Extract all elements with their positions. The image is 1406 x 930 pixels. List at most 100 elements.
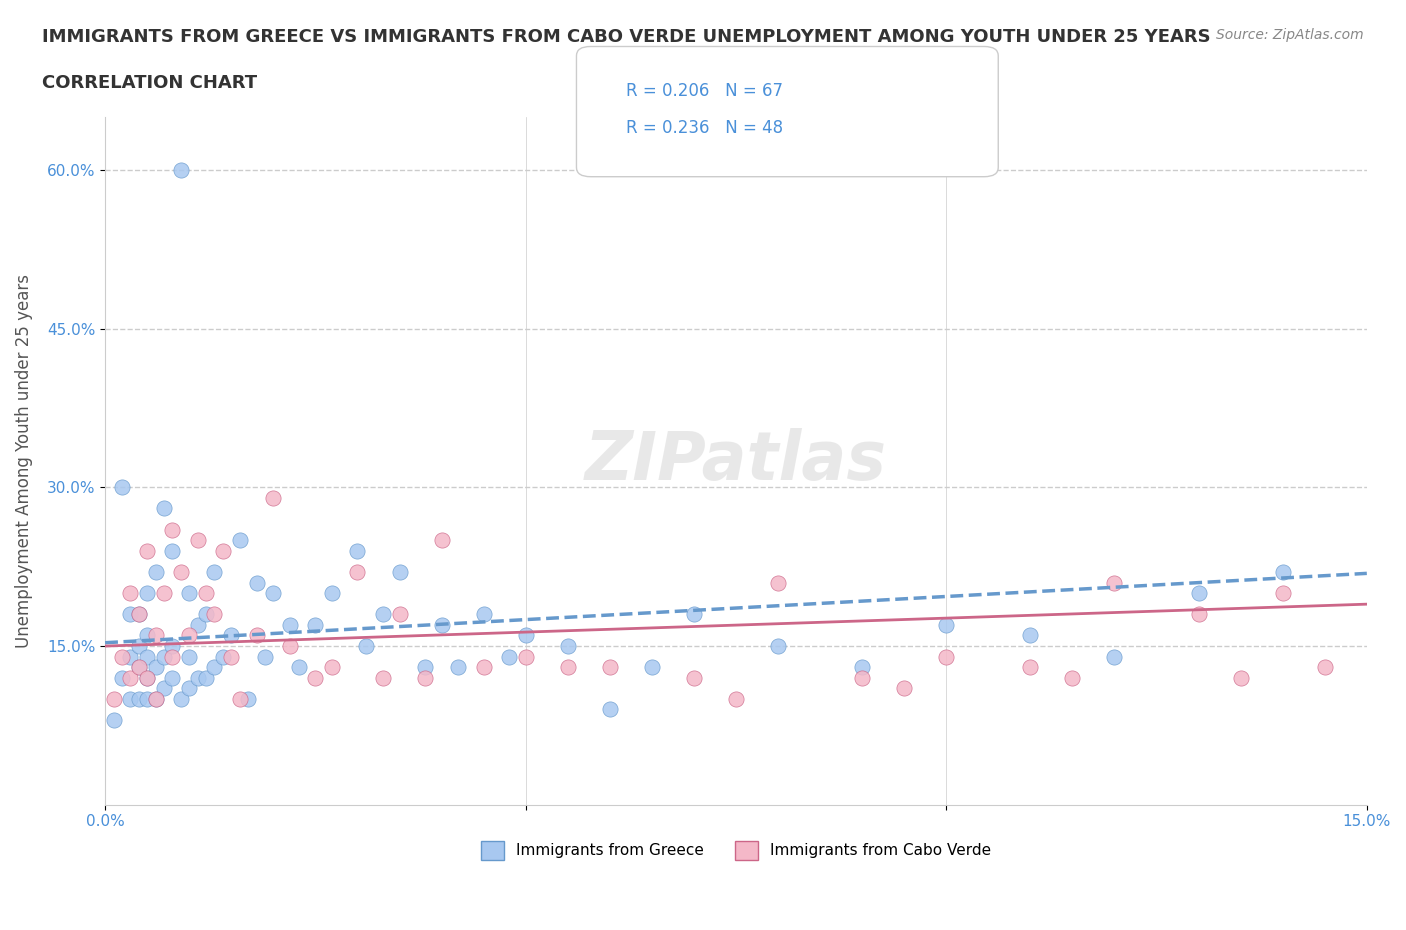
Point — [162, 543, 184, 558]
Point — [145, 565, 167, 579]
Point — [179, 628, 201, 643]
Point — [599, 659, 621, 674]
Point — [321, 659, 343, 674]
Point — [371, 606, 394, 621]
Point — [128, 659, 150, 674]
Point — [304, 671, 326, 685]
Legend: Immigrants from Greece, Immigrants from Cabo Verde: Immigrants from Greece, Immigrants from … — [475, 835, 997, 866]
Point — [103, 712, 125, 727]
Point — [515, 649, 537, 664]
Point — [136, 543, 159, 558]
Point — [253, 649, 276, 664]
Point — [472, 659, 495, 674]
Point — [1229, 671, 1251, 685]
Point — [179, 649, 201, 664]
Point — [413, 671, 436, 685]
Point — [1187, 586, 1209, 601]
Point — [935, 618, 957, 632]
Text: IMMIGRANTS FROM GREECE VS IMMIGRANTS FROM CABO VERDE UNEMPLOYMENT AMONG YOUTH UN: IMMIGRANTS FROM GREECE VS IMMIGRANTS FRO… — [42, 28, 1211, 46]
Point — [128, 639, 150, 654]
Point — [354, 639, 377, 654]
Point — [162, 649, 184, 664]
Point — [187, 618, 209, 632]
Point — [766, 639, 789, 654]
Point — [128, 659, 150, 674]
Point — [145, 691, 167, 706]
Point — [145, 628, 167, 643]
Point — [1104, 649, 1126, 664]
Point — [1104, 575, 1126, 590]
Point — [212, 649, 235, 664]
Point — [472, 606, 495, 621]
Point — [153, 501, 176, 516]
Point — [851, 659, 873, 674]
Point — [245, 628, 267, 643]
Point — [219, 649, 242, 664]
Point — [136, 649, 159, 664]
Point — [187, 533, 209, 548]
Point — [103, 691, 125, 706]
Point — [136, 586, 159, 601]
Point — [153, 681, 176, 696]
Point — [1019, 659, 1042, 674]
Point — [1062, 671, 1084, 685]
Point — [766, 575, 789, 590]
Point — [145, 691, 167, 706]
Point — [179, 681, 201, 696]
Point — [430, 533, 453, 548]
Point — [195, 586, 218, 601]
Point — [204, 659, 226, 674]
Point — [120, 586, 142, 601]
Text: R = 0.206   N = 67: R = 0.206 N = 67 — [626, 82, 783, 100]
Point — [278, 618, 301, 632]
Point — [515, 628, 537, 643]
Point — [162, 523, 184, 538]
Point — [557, 639, 579, 654]
Point — [388, 565, 411, 579]
Point — [111, 649, 134, 664]
Point — [128, 691, 150, 706]
Text: R = 0.236   N = 48: R = 0.236 N = 48 — [626, 119, 783, 137]
Point — [304, 618, 326, 632]
Point — [1271, 565, 1294, 579]
Point — [111, 671, 134, 685]
Point — [204, 606, 226, 621]
Point — [120, 691, 142, 706]
Point — [371, 671, 394, 685]
Point — [498, 649, 520, 664]
Point — [447, 659, 470, 674]
Text: ZIPatlas: ZIPatlas — [585, 428, 887, 494]
Point — [683, 606, 706, 621]
Point — [935, 649, 957, 664]
Point — [893, 681, 915, 696]
Point — [413, 659, 436, 674]
Point — [111, 480, 134, 495]
Point — [153, 649, 176, 664]
Point — [321, 586, 343, 601]
Point — [120, 671, 142, 685]
Point — [245, 575, 267, 590]
Text: CORRELATION CHART: CORRELATION CHART — [42, 74, 257, 92]
Point — [179, 586, 201, 601]
Point — [136, 628, 159, 643]
Point — [204, 565, 226, 579]
Point — [187, 671, 209, 685]
Point — [641, 659, 664, 674]
Point — [1313, 659, 1336, 674]
Point — [1271, 586, 1294, 601]
Point — [599, 702, 621, 717]
Point — [145, 659, 167, 674]
Point — [170, 565, 193, 579]
Point — [236, 691, 259, 706]
Point — [212, 543, 235, 558]
Point — [683, 671, 706, 685]
Point — [287, 659, 309, 674]
Point — [136, 671, 159, 685]
Point — [162, 639, 184, 654]
Point — [136, 691, 159, 706]
Point — [851, 671, 873, 685]
Point — [170, 691, 193, 706]
Point — [346, 543, 368, 558]
Point — [1019, 628, 1042, 643]
Point — [170, 163, 193, 178]
